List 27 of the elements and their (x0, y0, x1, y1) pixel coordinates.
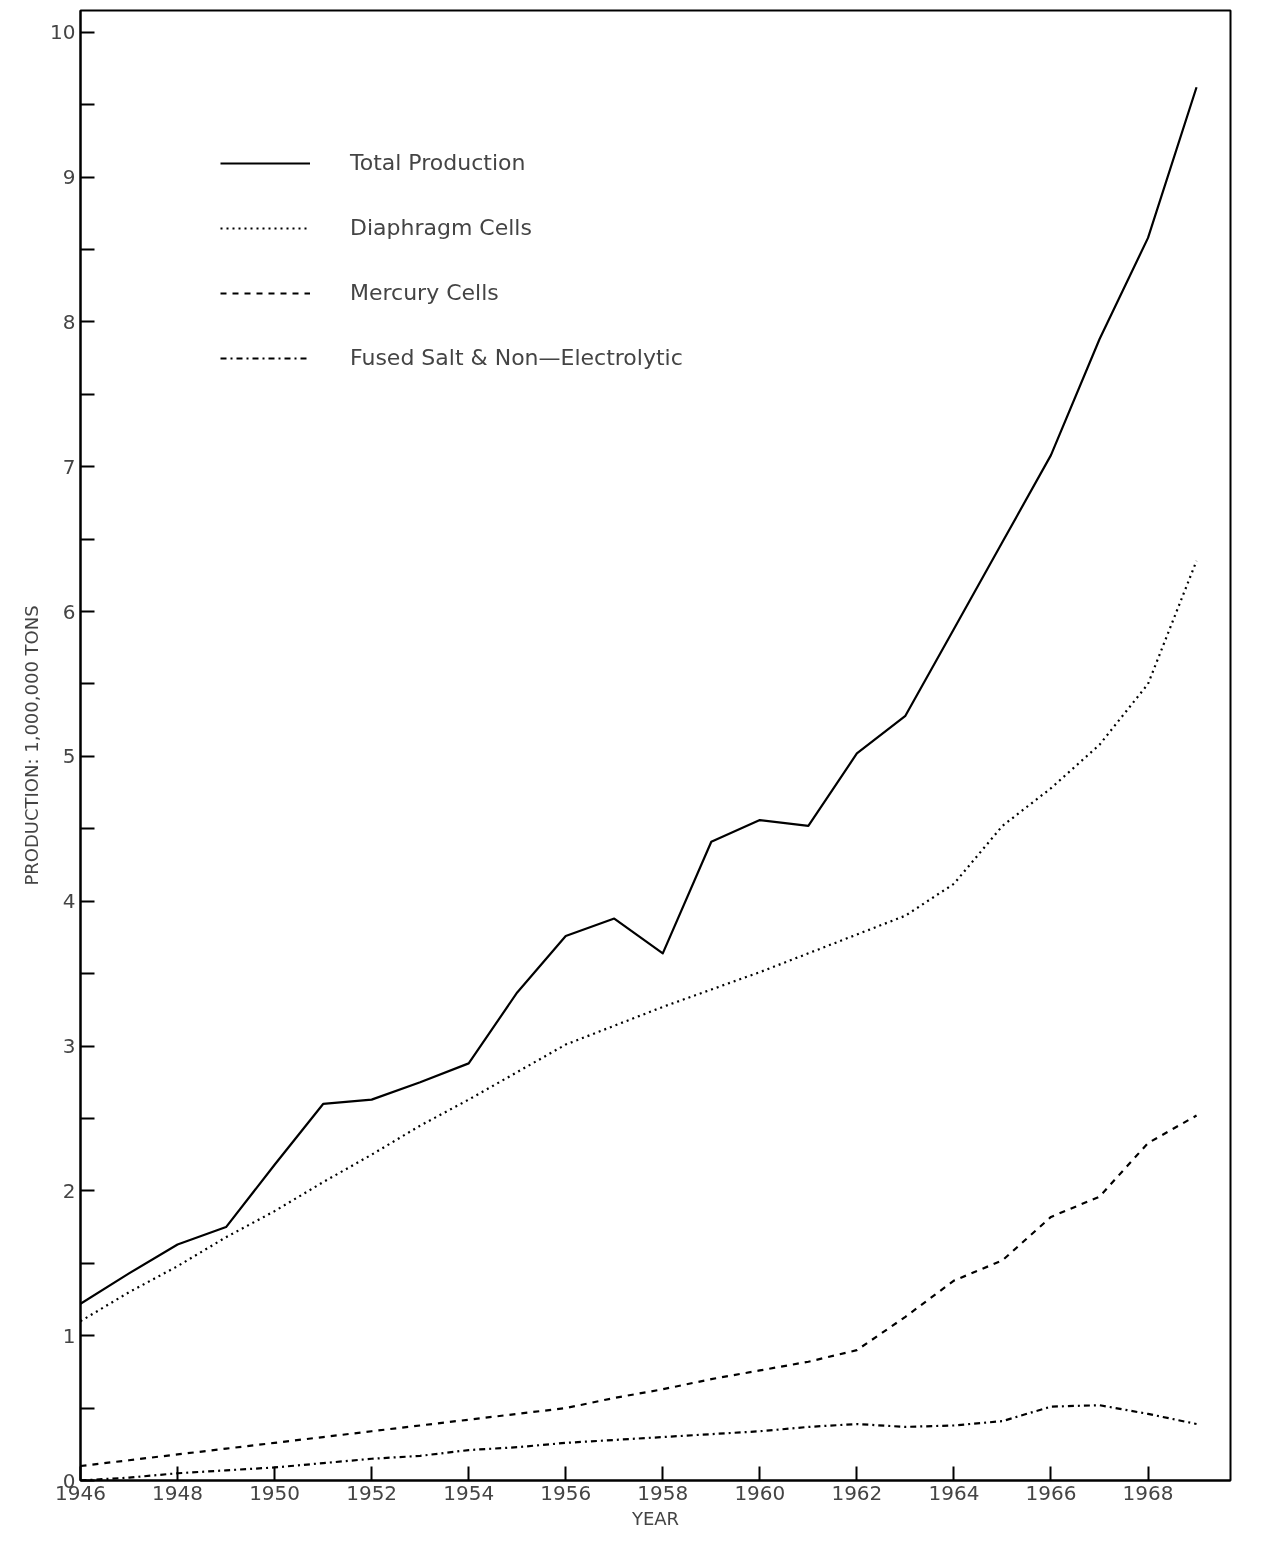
y-tick-label: 8 (62, 309, 76, 334)
y-tick-label: 5 (62, 744, 76, 769)
x-tick-label: 1968 (1122, 1480, 1174, 1505)
x-tick-label: 1962 (831, 1480, 883, 1505)
y-axis-title: PRODUCTION: 1,000,000 TONS (21, 605, 43, 886)
y-tick-label: 6 (62, 599, 76, 624)
x-axis-title: YEAR (630, 1507, 680, 1529)
y-tick-label: 3 (62, 1034, 76, 1059)
x-tick-label: 1952 (346, 1480, 398, 1505)
y-tick-label: 10 (50, 20, 76, 45)
legend-label: Fused Salt & Non—Electrolytic (350, 345, 683, 370)
y-tick-label: 4 (62, 889, 76, 914)
y-tick-label: 2 (62, 1178, 76, 1203)
x-tick-label: 1966 (1025, 1480, 1077, 1505)
y-tick-label: 9 (62, 165, 76, 190)
legend-label: Diaphragm Cells (350, 215, 532, 240)
x-tick-label: 1954 (443, 1480, 495, 1505)
x-tick-label: 1948 (152, 1480, 203, 1505)
y-tick-label: 7 (62, 454, 76, 479)
x-tick-label: 1956 (540, 1480, 592, 1505)
legend-label: Total Production (350, 150, 526, 175)
x-tick-label: 1964 (928, 1480, 980, 1505)
x-tick-label: 1960 (734, 1480, 786, 1505)
y-tick-label: 1 (62, 1323, 76, 1348)
legend-label: Mercury Cells (350, 280, 499, 305)
x-tick-label: 1950 (249, 1480, 301, 1505)
x-tick-label: 1958 (637, 1480, 689, 1505)
